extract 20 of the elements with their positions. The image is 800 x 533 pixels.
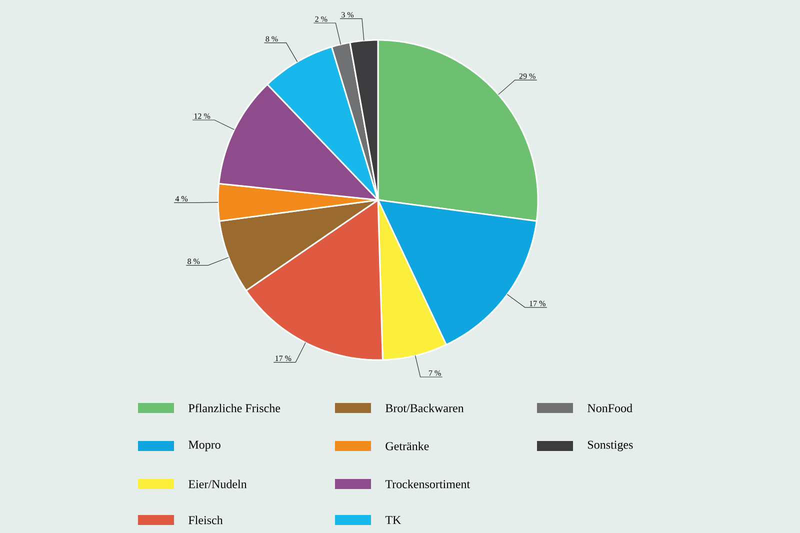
legend-label: Fleisch: [188, 516, 223, 524]
data-label: 3 %: [342, 12, 354, 18]
legend-label: Trockensortiment: [385, 480, 470, 488]
legend-label: Pflanzliche Frische: [188, 404, 280, 412]
data-label: 8 %: [188, 258, 200, 264]
legend-label: Brot/Backwaren: [386, 404, 464, 412]
data-label: 17 %: [530, 300, 546, 306]
legend-label: Sonstiges: [588, 440, 633, 452]
data-label: 17 %: [276, 356, 292, 362]
data-label: 2 %: [315, 16, 328, 22]
legend-label: TK: [385, 516, 402, 524]
data-label: 4 %: [175, 196, 188, 202]
data-label: 12 %: [194, 113, 210, 119]
legend-label: Getränke: [386, 442, 429, 450]
data-label: 7 %: [429, 370, 441, 376]
legend-label: NonFood: [588, 404, 632, 412]
legend-label: Mopro: [188, 440, 220, 452]
data-label: 29 %: [519, 73, 536, 79]
legend-label: Eier/Nudeln: [188, 480, 247, 488]
data-label: 8 %: [266, 36, 278, 42]
